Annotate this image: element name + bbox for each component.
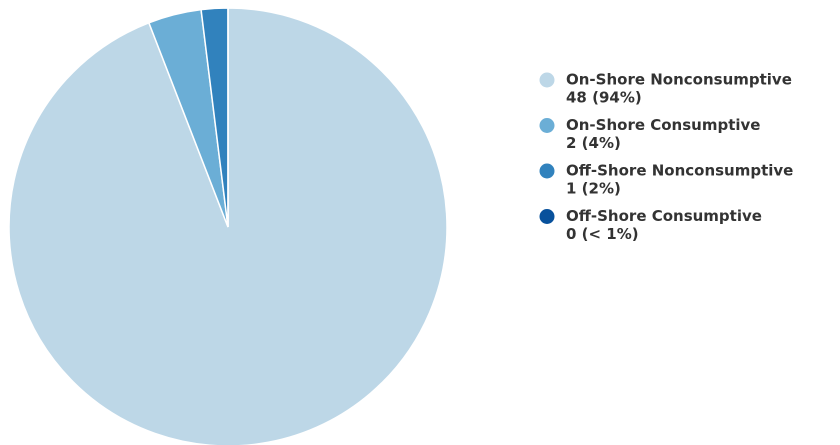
legend-value: 0 (< 1%) [566, 225, 639, 243]
legend-value: 1 (2%) [566, 180, 621, 198]
legend-swatch [539, 163, 555, 179]
legend-label: Off-Shore Consumptive [566, 207, 762, 225]
legend-swatch [539, 118, 555, 133]
legend-label: On-Shore Consumptive [566, 116, 760, 134]
legend-label: Off-Shore Nonconsumptive [566, 162, 793, 180]
legend-value: 48 (94%) [566, 89, 642, 107]
legend-swatch [539, 209, 555, 224]
legend-label: On-Shore Nonconsumptive [566, 71, 792, 89]
legend-value: 2 (4%) [566, 134, 621, 152]
legend-swatch [539, 72, 555, 88]
